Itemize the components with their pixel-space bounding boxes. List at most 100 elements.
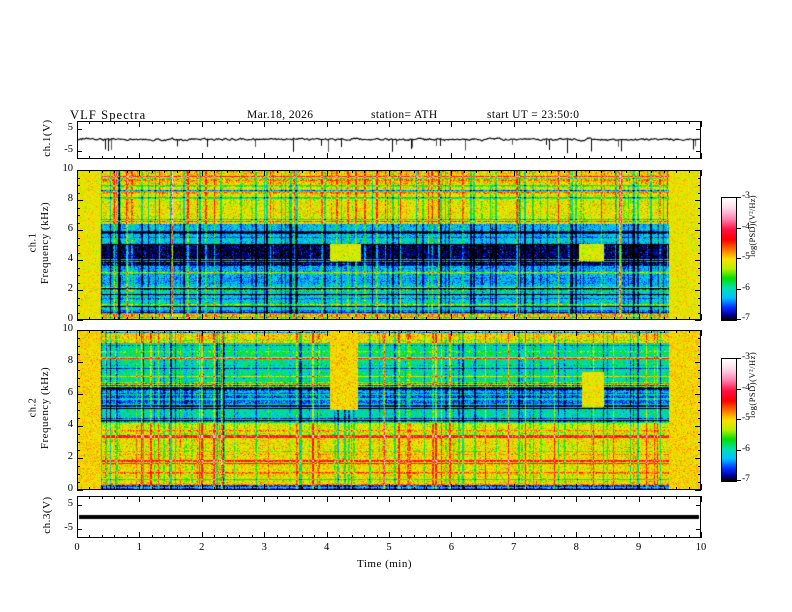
axis-tick	[526, 496, 527, 499]
axis-tick	[77, 313, 80, 314]
axis-tick	[501, 317, 502, 320]
axis-tick	[302, 121, 303, 124]
axis-tick	[377, 535, 378, 538]
axis-tick	[539, 121, 540, 124]
axis-tick	[152, 496, 153, 499]
axis-tick	[239, 535, 240, 538]
axis-tick	[277, 330, 278, 333]
axis-tick	[227, 487, 228, 490]
axis-tick	[551, 330, 552, 333]
axis-tick	[526, 121, 527, 124]
axis-tick	[252, 330, 253, 333]
axis-tick	[564, 121, 565, 124]
axis-tick	[77, 290, 83, 291]
axis-tick	[314, 121, 315, 124]
axis-tick	[514, 314, 515, 320]
axis-tick	[551, 317, 552, 320]
axis-tick	[152, 156, 153, 159]
colorbar-tick-ch2--5: -5	[742, 413, 750, 423]
axis-tick	[439, 487, 440, 490]
axis-tick	[77, 330, 83, 331]
x-tick-label-0: 0	[74, 542, 80, 553]
axis-tick	[114, 170, 115, 173]
axis-tick	[377, 330, 378, 333]
axis-tick	[589, 496, 590, 499]
axis-tick	[252, 170, 253, 173]
axis-tick	[289, 317, 290, 320]
freq-tick-2: 2	[67, 283, 73, 294]
axis-tick	[464, 156, 465, 159]
axis-tick	[77, 466, 80, 467]
axis-tick	[698, 223, 701, 224]
axis-tick	[736, 319, 741, 320]
axis-tick	[736, 197, 741, 198]
axis-tick	[564, 170, 565, 173]
axis-tick	[698, 330, 701, 331]
axis-tick	[589, 170, 590, 173]
axis-tick	[77, 370, 80, 371]
axis-tick	[214, 317, 215, 320]
axis-tick	[651, 487, 652, 490]
axis-tick	[339, 156, 340, 159]
ch3-volt-tick-5: 5	[67, 498, 73, 510]
axis-tick	[164, 330, 165, 333]
axis-tick	[389, 170, 390, 176]
colorbar-tick-ch1--5: -5	[742, 252, 750, 262]
axis-tick	[664, 121, 665, 124]
axis-tick	[389, 153, 390, 159]
ch1-spectrogram-channel-label: ch.1	[27, 232, 39, 253]
axis-tick	[314, 170, 315, 173]
colorbar-tick-ch2--3: -3	[742, 352, 750, 362]
axis-tick	[352, 170, 353, 173]
axis-tick	[127, 121, 128, 124]
colorbar-tick-ch2--7: -7	[742, 474, 750, 484]
axis-tick	[676, 330, 677, 333]
axis-tick	[77, 178, 80, 179]
ch1-spectrogram-panel	[77, 170, 701, 320]
axis-tick	[476, 330, 477, 333]
axis-tick	[439, 496, 440, 499]
axis-tick	[414, 121, 415, 124]
axis-tick	[698, 178, 701, 179]
axis-tick	[377, 317, 378, 320]
axis-tick	[277, 487, 278, 490]
axis-tick	[701, 121, 702, 127]
axis-tick	[77, 426, 80, 427]
axis-tick	[77, 474, 80, 475]
axis-tick	[501, 535, 502, 538]
axis-tick	[289, 496, 290, 499]
freq-tick-0: 0	[67, 313, 73, 324]
axis-tick	[214, 487, 215, 490]
axis-tick	[77, 330, 78, 336]
axis-tick	[564, 535, 565, 538]
ch1-waveform-panel	[77, 121, 701, 159]
axis-tick	[689, 330, 690, 333]
axis-tick	[414, 317, 415, 320]
axis-tick	[264, 170, 265, 176]
axis-tick	[77, 394, 80, 395]
axis-tick	[364, 330, 365, 333]
axis-tick	[127, 330, 128, 333]
axis-tick	[698, 354, 701, 355]
axis-tick	[77, 410, 80, 411]
axis-tick	[302, 535, 303, 538]
axis-tick	[501, 170, 502, 173]
axis-tick	[202, 153, 203, 159]
axis-tick	[177, 487, 178, 490]
ch3-waveform-panel	[77, 496, 701, 538]
axis-tick	[614, 156, 615, 159]
x-tick-label-3: 3	[261, 542, 267, 553]
axis-tick	[264, 496, 265, 502]
axis-tick	[701, 330, 702, 336]
axis-tick	[601, 317, 602, 320]
axis-tick	[314, 535, 315, 538]
axis-tick	[214, 156, 215, 159]
axis-tick	[77, 253, 80, 254]
axis-tick	[676, 170, 677, 173]
axis-tick	[576, 314, 577, 320]
axis-tick	[614, 535, 615, 538]
axis-tick	[77, 458, 83, 459]
axis-tick	[177, 121, 178, 124]
axis-tick	[77, 230, 83, 231]
